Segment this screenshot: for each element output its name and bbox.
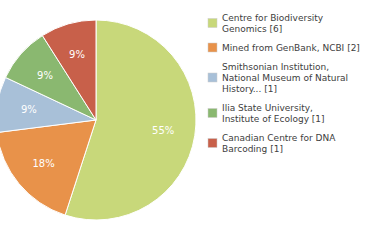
legend-entry: Centre for BiodiversityGenomics [6] <box>222 13 324 34</box>
data-label: 9% <box>21 104 37 115</box>
legend-swatch <box>208 109 217 118</box>
data-label: 9% <box>69 49 85 60</box>
data-label: 18% <box>32 158 54 169</box>
legend-entry: Canadian Centre for DNABarcoding [1] <box>222 133 336 154</box>
data-label: 9% <box>37 70 53 81</box>
data-labels: 55% 18% 9% 9% 9% <box>21 49 174 169</box>
legend-swatch <box>208 73 217 82</box>
slices <box>0 20 196 220</box>
chart: 55% 18% 9% 9% 9% Centre for BiodiversityGenom… <box>0 0 380 240</box>
pie-slice <box>0 120 96 215</box>
legend-swatch <box>208 139 217 148</box>
legend-entry: Smithsonian Institution,National Museum … <box>222 62 348 94</box>
legend-entry: Ilia State University,Institute of Ecolo… <box>222 103 325 124</box>
legend-entry: Mined from GenBank, NCBI [2] <box>222 43 360 53</box>
legend-swatch <box>208 19 217 28</box>
legend: Centre for BiodiversityGenomics [6] Mined… <box>208 13 360 154</box>
data-label: 55% <box>152 125 174 136</box>
chart-container: 55% 18% 9% 9% 9% Centre for BiodiversityGenom… <box>0 0 380 240</box>
legend-swatch <box>208 43 217 52</box>
